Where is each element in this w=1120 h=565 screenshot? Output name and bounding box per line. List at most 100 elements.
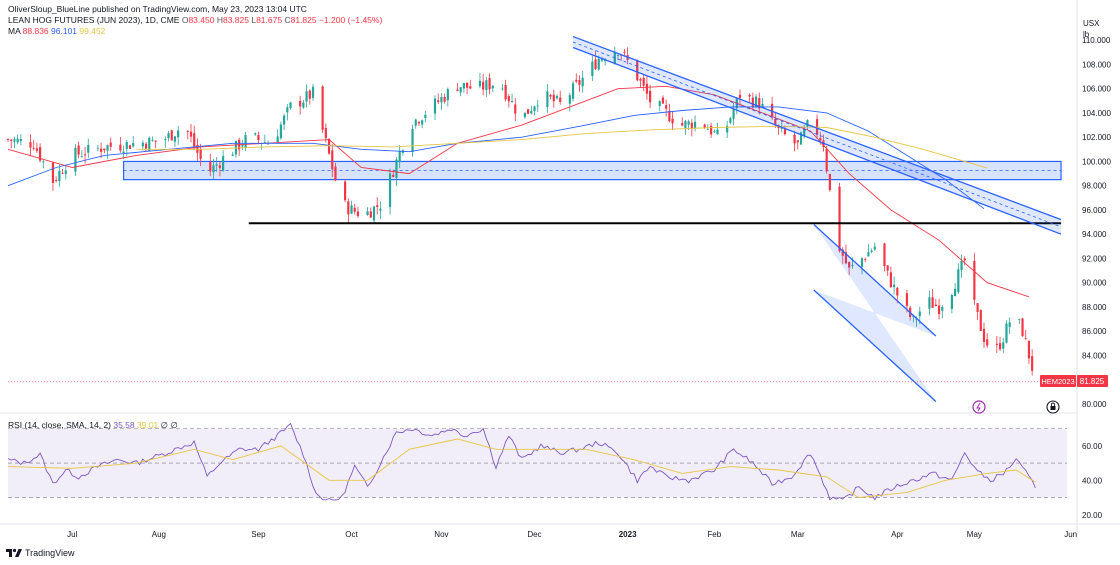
- candle-body: [555, 96, 559, 99]
- candle-body: [241, 145, 244, 147]
- candle: [395, 157, 398, 186]
- candle-body: [571, 83, 575, 99]
- candle: [193, 125, 196, 150]
- lock-icon[interactable]: [1046, 400, 1060, 414]
- candle-body: [421, 120, 424, 125]
- ma-legend: MA 88.836 96.101 99.452: [8, 26, 382, 37]
- candle-body: [289, 102, 292, 108]
- candle-body: [549, 94, 552, 97]
- candle-body: [32, 147, 35, 149]
- ohlc-low: 81.675: [256, 15, 283, 25]
- candle: [13, 136, 16, 149]
- candle-body: [726, 125, 729, 133]
- candle-body: [793, 134, 796, 144]
- candle: [212, 158, 215, 179]
- rsi-label: RSI (14, close, SMA, 14, 2): [8, 420, 111, 430]
- candle: [417, 120, 421, 127]
- candle-body: [299, 100, 302, 107]
- ma-line-blue: [7, 106, 985, 210]
- candle: [350, 200, 353, 215]
- candle-body: [684, 121, 687, 128]
- candle-body: [732, 109, 735, 119]
- candle-body: [141, 142, 144, 147]
- candle-body: [581, 77, 584, 87]
- descending-trendline-fill: [573, 36, 1062, 235]
- candle-body: [305, 91, 308, 102]
- candle-body: [42, 161, 45, 163]
- candle-body: [928, 297, 931, 309]
- candle: [636, 59, 639, 82]
- candle: [421, 119, 424, 129]
- rsi-value: 35.58: [113, 420, 135, 430]
- candle-body: [893, 284, 896, 288]
- candle-body: [100, 148, 103, 152]
- time-tick-label: Jul: [67, 530, 77, 539]
- candle-body: [19, 138, 22, 142]
- candle-body: [10, 139, 13, 141]
- candle-body: [1024, 338, 1027, 339]
- candle-body: [514, 104, 517, 114]
- candle: [87, 138, 90, 159]
- candle: [327, 138, 331, 155]
- candle-body: [466, 82, 469, 88]
- candle-body: [873, 246, 876, 250]
- candle-body: [189, 131, 193, 137]
- candle-body: [578, 79, 581, 85]
- candle: [491, 84, 494, 93]
- lines-layer[interactable]: [8, 35, 1077, 402]
- candle: [241, 140, 244, 150]
- candle: [77, 141, 80, 159]
- candle-body: [151, 139, 154, 141]
- candle: [729, 116, 732, 125]
- candle: [170, 129, 173, 141]
- price-tick-label: 80.000: [1082, 400, 1107, 409]
- candle-body: [331, 150, 334, 170]
- candle: [527, 108, 530, 115]
- candle-body: [254, 133, 257, 135]
- candle-body: [716, 129, 719, 135]
- candle-body: [164, 139, 167, 141]
- xaxis-layer: Jul Aug Sep Oct Nov Dec 2023 Feb Mar Apr May Jun: [67, 530, 1077, 539]
- candle-body: [83, 154, 87, 156]
- candle-body: [469, 86, 472, 89]
- footer: TradingView: [6, 548, 75, 558]
- candle-body: [29, 142, 32, 148]
- candle-body: [523, 112, 526, 118]
- candle-body: [761, 103, 764, 107]
- candle: [793, 130, 796, 152]
- candle: [979, 309, 982, 331]
- candle-body: [173, 136, 177, 142]
- candle: [347, 198, 350, 223]
- candle-body: [1031, 356, 1034, 371]
- candle-body: [703, 124, 706, 128]
- currency-label: USX: [1083, 19, 1100, 28]
- candle: [61, 169, 64, 175]
- ma-line-red: [7, 85, 1030, 298]
- candle: [55, 176, 58, 183]
- candle-body: [61, 172, 64, 174]
- candle-body: [649, 90, 652, 103]
- ohlc-change: −1.200 (−1.45%): [318, 15, 383, 25]
- candle: [119, 137, 122, 153]
- candle-body: [485, 80, 488, 91]
- candle: [398, 145, 401, 169]
- candle: [154, 140, 157, 149]
- candle: [713, 129, 716, 134]
- candle: [482, 74, 485, 96]
- candle: [931, 288, 934, 308]
- candle: [414, 118, 417, 129]
- candle: [963, 256, 966, 266]
- candle-body: [870, 250, 873, 252]
- candle: [1024, 330, 1027, 340]
- candle: [758, 92, 761, 115]
- candle: [215, 156, 218, 172]
- candle: [103, 148, 106, 154]
- instrument-line: LEAN HOG FUTURES (JUN 2023), 1D, CME O83…: [8, 15, 382, 26]
- candle-body: [600, 58, 604, 61]
- time-tick-label: 2023: [619, 530, 637, 539]
- lightning-icon[interactable]: [972, 400, 986, 414]
- candle: [58, 164, 61, 187]
- rsi-tick-label: 60.00: [1082, 442, 1103, 451]
- candle: [321, 85, 324, 134]
